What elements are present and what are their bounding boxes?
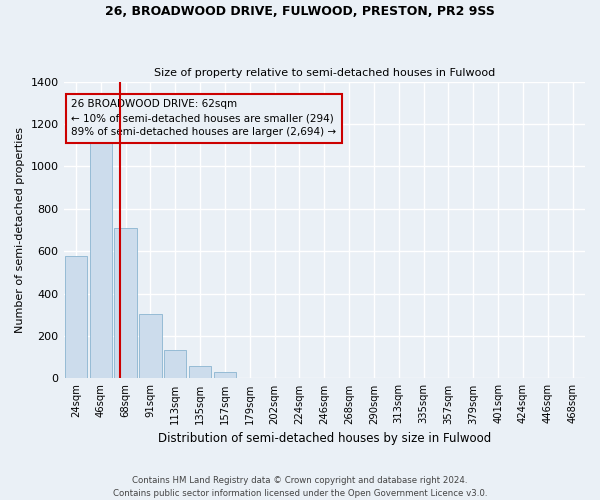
- Bar: [164, 350, 187, 378]
- Bar: [189, 366, 211, 378]
- Bar: [89, 143, 112, 378]
- Text: 26, BROADWOOD DRIVE, FULWOOD, PRESTON, PR2 9SS: 26, BROADWOOD DRIVE, FULWOOD, PRESTON, P…: [105, 5, 495, 18]
- Bar: [139, 314, 161, 378]
- Bar: [214, 372, 236, 378]
- Text: 26 BROADWOOD DRIVE: 62sqm
← 10% of semi-detached houses are smaller (294)
89% of: 26 BROADWOOD DRIVE: 62sqm ← 10% of semi-…: [71, 100, 337, 138]
- Bar: [65, 256, 87, 378]
- Title: Size of property relative to semi-detached houses in Fulwood: Size of property relative to semi-detach…: [154, 68, 495, 78]
- Text: Contains HM Land Registry data © Crown copyright and database right 2024.
Contai: Contains HM Land Registry data © Crown c…: [113, 476, 487, 498]
- Y-axis label: Number of semi-detached properties: Number of semi-detached properties: [15, 127, 25, 333]
- Bar: [115, 228, 137, 378]
- X-axis label: Distribution of semi-detached houses by size in Fulwood: Distribution of semi-detached houses by …: [158, 432, 491, 445]
